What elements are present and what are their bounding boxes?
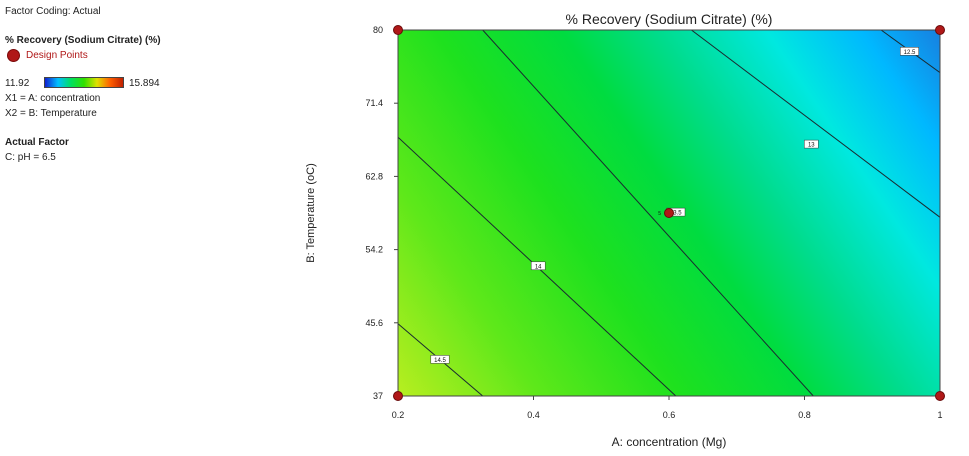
contour-label-3: 14 — [530, 261, 546, 270]
design-points-legend: Design Points — [7, 49, 88, 62]
y-tick-label-4: 71.4 — [365, 98, 383, 108]
design-point-2 — [935, 391, 945, 401]
y-tick-label-0: 37 — [373, 391, 383, 401]
color-range-max: 15.894 — [129, 78, 160, 89]
x-tick-label-1: 0.4 — [527, 410, 540, 420]
x1-definition: X1 = A: concentration — [5, 93, 101, 104]
x-tick-label-3: 0.8 — [798, 410, 811, 420]
design-point-1 — [393, 25, 403, 35]
design-point-3 — [935, 25, 945, 35]
contour-label-text: 12.5 — [904, 50, 916, 56]
y-axis: 37 45.6 54.2 62.8 71.4 80 — [365, 25, 398, 401]
x-tick-label-2: 0.6 — [663, 410, 676, 420]
y-tick-label-3: 62.8 — [365, 171, 383, 181]
contour-label-text: 14.5 — [434, 358, 446, 364]
contour-label-1: 13 — [804, 139, 819, 149]
actual-factor-title: Actual Factor — [5, 137, 69, 148]
color-bar-row — [5, 76, 205, 90]
color-scale-bar — [44, 77, 124, 88]
contour-line-1 — [691, 30, 940, 218]
response-title: % Recovery (Sodium Citrate) (%) — [5, 35, 161, 46]
y-tick-label-1: 45.6 — [365, 318, 383, 328]
design-points: 5 — [393, 25, 945, 401]
x-tick-label-0: 0.2 — [392, 410, 405, 420]
design-point-marker-icon — [7, 49, 20, 62]
y-tick-label-2: 54.2 — [365, 245, 383, 255]
x-tick-label-4: 1 — [937, 410, 942, 420]
color-range-row: 11.92 — [5, 78, 29, 89]
chart-title: % Recovery (Sodium Citrate) (%) — [566, 11, 773, 27]
contour-label-text: 13.5 — [670, 211, 682, 217]
color-range-min: 11.92 — [5, 78, 30, 89]
design-point-count-label: 5 — [658, 211, 661, 217]
design-point-4 — [664, 208, 674, 218]
factor-coding-text: Factor Coding: Actual — [5, 6, 101, 17]
contour-labels: 12.5 13 13.5 14 14.5 — [430, 47, 919, 364]
x-axis: 0.2 0.4 0.6 0.8 1 — [392, 396, 943, 420]
actual-factor-value: C: pH = 6.5 — [5, 152, 56, 163]
contour-label-text: 13 — [808, 143, 815, 149]
contour-label-4: 14.5 — [430, 355, 450, 364]
contour-line-2 — [482, 30, 814, 396]
x-axis-label: A: concentration (Mg) — [612, 435, 727, 449]
x2-definition: X2 = B: Temperature — [5, 108, 97, 119]
contour-label-text: 14 — [535, 264, 542, 270]
y-axis-label: B: Temperature (oC) — [305, 163, 317, 262]
contour-label-0: 12.5 — [900, 47, 919, 56]
y-tick-label-5: 80 — [373, 25, 383, 35]
design-point-0 — [393, 391, 403, 401]
design-points-label: Design Points — [26, 50, 88, 61]
